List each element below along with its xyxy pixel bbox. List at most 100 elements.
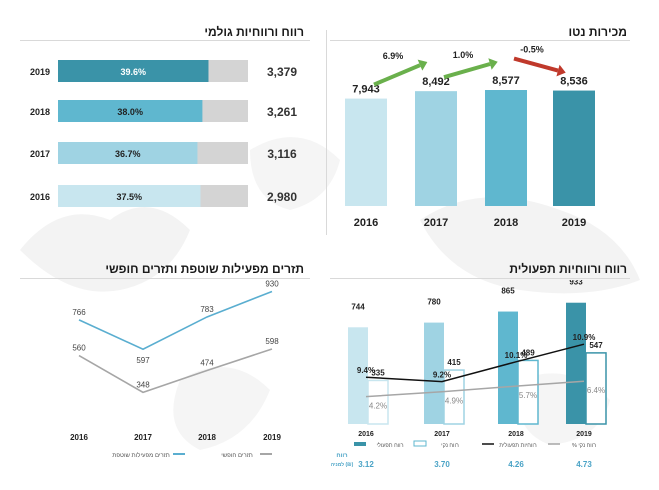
op-margin-label-2017: 9.2%	[433, 371, 451, 380]
net-margin-label-2018: 5.7%	[519, 391, 537, 400]
op-margin-label-2016: 9.4%	[357, 366, 375, 375]
op-profit-bar-2018	[498, 311, 518, 424]
cash-flow-label-1-2016: 560	[72, 344, 86, 353]
net-sales-bar-2019	[553, 90, 595, 206]
cash-flow-label-0-2019: 930	[265, 280, 279, 288]
net-sales-change-arrowhead-1	[488, 58, 498, 70]
cash-flow-year-2018: 2018	[198, 433, 216, 442]
op-profit-value-2016: 744	[351, 302, 365, 311]
op-profit-value-2017: 780	[427, 298, 441, 307]
cash-flow-label-1-2019: 598	[265, 337, 279, 346]
net-sales-value-2019: 8,536	[560, 76, 588, 88]
net-profit-value-2018: 489	[521, 348, 535, 357]
operating-profit-title: רווח ורווחיות תפעולית	[509, 262, 627, 276]
cash-flow-year-2019: 2019	[263, 433, 281, 442]
cash-flow-chart: 766 597 783 930 560 348 474 598 2016 2017 2018 2019…	[70, 280, 281, 459]
net-sales-change-arrow-2	[513, 56, 559, 73]
gross-profit-chart: 2019 39.6% 3,379 2018 38.0% 3,261 2017 36.7% 3,1…	[30, 60, 297, 207]
cash-flow-year-2017: 2017	[134, 433, 152, 442]
legend-swatch-0	[354, 442, 366, 446]
legend-label-0: רווח תפעולי	[376, 442, 403, 449]
gross-year-2019: 2019	[30, 67, 50, 77]
net-sales-change-label-1: 1.0%	[453, 50, 474, 60]
net-profit-bar-2016	[367, 379, 389, 425]
gross-margin-2018: 38.0%	[117, 107, 143, 117]
cash-flow-line-0	[78, 290, 273, 351]
net-margin-line	[365, 380, 585, 398]
horizontal-divider-top-right	[330, 40, 630, 41]
gross-bar-fill-2018	[58, 100, 203, 122]
eps-value-2019: 4.73	[576, 460, 592, 469]
gross-year-2016: 2016	[30, 192, 50, 202]
net-sales-change-label-2: -0.5%	[520, 45, 544, 55]
op-year-2018: 2018	[508, 431, 524, 438]
net-sales-title: מכירות נטו	[568, 25, 627, 39]
net-profit-value-2019: 547	[589, 341, 603, 350]
net-sales-year-2016: 2016	[354, 217, 378, 229]
net-profit-bar-2019	[585, 352, 607, 425]
gross-bar-fill-2017	[58, 142, 198, 164]
gross-margin-2019: 39.6%	[120, 67, 146, 77]
legend-swatch-1	[413, 440, 427, 447]
net-profit-bar-2018	[517, 359, 539, 425]
cash-flow-legend-label-1: תזרים חופשי	[221, 453, 253, 459]
net-sales-bar-2016	[345, 98, 387, 206]
cash-flow-label-0-2016: 766	[72, 308, 86, 317]
op-profit-value-2018: 865	[501, 287, 515, 296]
net-sales-change-arrow-0	[373, 63, 421, 87]
eps-label-line2: למניה (₪)	[331, 461, 354, 468]
vertical-divider-top	[326, 30, 327, 235]
cash-flow-legend-label-0: תזרים מפעילות שוטפת	[112, 451, 170, 459]
op-profit-bar-2017	[424, 322, 444, 424]
horizontal-divider-top-left	[20, 40, 310, 41]
net-sales-change-arrowhead-0	[417, 59, 428, 71]
net-sales-bar-2017	[415, 91, 457, 206]
legend-label-2: רווחיות תפעולית	[499, 442, 536, 449]
net-sales-change-arrow-1	[443, 62, 491, 80]
cash-flow-label-1-2017: 348	[136, 380, 150, 389]
net-sales-bar-2018	[485, 90, 527, 206]
cash-flow-year-2016: 2016	[70, 433, 88, 442]
cash-flow-label-0-2018: 783	[200, 305, 214, 314]
net-margin-label-2017: 4.9%	[445, 397, 463, 406]
op-margin-label-2018: 10.1%	[505, 351, 528, 360]
eps-label-line1: רווח	[336, 453, 347, 459]
net-sales-year-2019: 2019	[562, 217, 586, 229]
net-sales-chart: 7,943 2016 8,492 2017 8,577 2018 8,536 2019 6.9%…	[345, 45, 595, 229]
gross-margin-2016: 37.5%	[116, 192, 142, 202]
net-sales-value-2018: 8,577	[492, 75, 520, 87]
net-sales-change-arrowhead-2	[556, 64, 566, 77]
net-margin-label-2016: 4.2%	[369, 402, 387, 411]
gross-year-2018: 2018	[30, 107, 50, 117]
eps-value-2016: 3.12	[358, 460, 374, 469]
gross-year-2017: 2017	[30, 149, 50, 159]
horizontal-divider-bottom-left	[20, 278, 310, 279]
gross-value-2019: 3,379	[267, 65, 297, 79]
net-profit-bar-2017	[443, 369, 465, 425]
op-margin-line	[365, 343, 585, 383]
cash-flow-title: תזרים מפעילות שוטפת ותזרים חופשי	[105, 262, 304, 276]
gross-bar-fill-2019	[58, 60, 209, 82]
op-year-2017: 2017	[434, 431, 450, 438]
gross-value-2018: 3,261	[267, 105, 297, 119]
eps-value-2017: 3.70	[434, 460, 450, 469]
cash-flow-label-1-2018: 474	[200, 359, 214, 368]
net-sales-year-2018: 2018	[494, 217, 518, 229]
op-year-2019: 2019	[576, 431, 592, 438]
op-profit-bar-2016	[348, 327, 368, 424]
cash-flow-line-1	[78, 348, 273, 394]
horizontal-divider-bottom-right	[330, 278, 630, 279]
cash-flow-label-0-2017: 597	[136, 356, 150, 365]
gross-profit-title: רווח ורווחיות גולמי	[204, 25, 304, 39]
op-profit-bar-2019	[566, 302, 586, 424]
net-profit-value-2017: 415	[447, 358, 461, 367]
net-sales-value-2016: 7,943	[352, 84, 380, 96]
op-margin-label-2019: 10.9%	[573, 333, 596, 342]
operating-profit-chart: 744 335 2016 3.12 780 415 2017 3.70 865 489 2018 4.…	[331, 280, 607, 469]
legend-label-1: רווח נקי	[441, 443, 459, 449]
net-margin-label-2019: 6.4%	[587, 386, 605, 395]
gross-value-2017: 3,116	[267, 147, 297, 161]
op-profit-value-2019: 933	[569, 280, 583, 287]
eps-value-2018: 4.26	[508, 460, 524, 469]
net-profit-value-2016: 335	[371, 368, 385, 377]
